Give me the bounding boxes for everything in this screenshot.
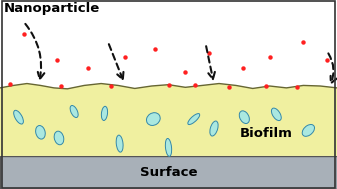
Ellipse shape — [70, 105, 78, 118]
Ellipse shape — [210, 121, 218, 136]
Text: Surface: Surface — [140, 166, 197, 179]
Ellipse shape — [302, 125, 314, 136]
Ellipse shape — [101, 106, 108, 120]
Ellipse shape — [188, 114, 200, 125]
Text: Nanoparticle: Nanoparticle — [3, 2, 100, 15]
Polygon shape — [0, 84, 337, 156]
Text: Biofilm: Biofilm — [239, 127, 292, 140]
Ellipse shape — [54, 131, 64, 145]
Ellipse shape — [271, 108, 281, 121]
Ellipse shape — [165, 139, 172, 156]
Ellipse shape — [239, 111, 249, 124]
Ellipse shape — [14, 110, 23, 124]
Ellipse shape — [116, 135, 123, 152]
Bar — [0, 156, 337, 189]
Ellipse shape — [36, 125, 45, 139]
Ellipse shape — [147, 113, 160, 125]
